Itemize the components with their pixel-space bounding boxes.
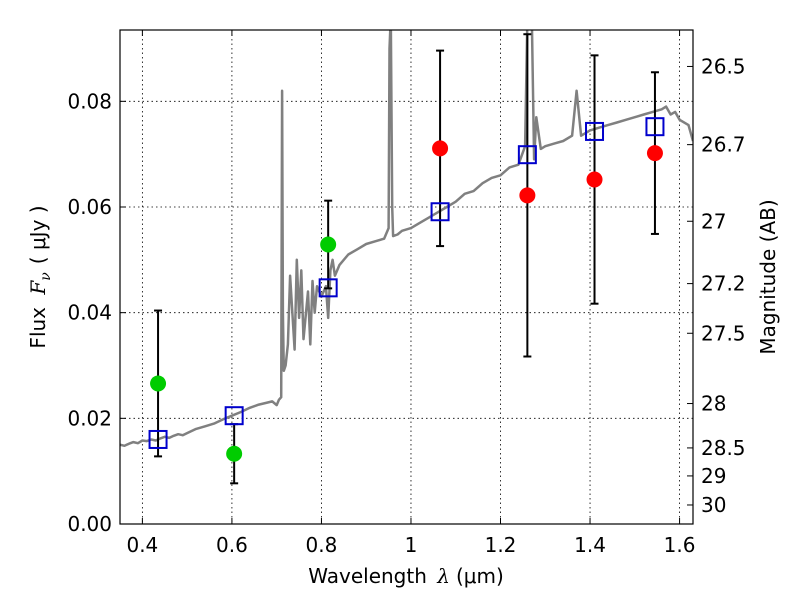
observed-point-green	[320, 236, 337, 253]
x-axis-label: Wavelength λ (μm)	[308, 564, 504, 588]
x-tick-label: 0.6	[216, 533, 248, 557]
right-tick-label: 27	[701, 209, 726, 233]
model-photometry-square	[645, 117, 665, 137]
grid-lines	[120, 30, 693, 525]
y-tick-label: 0.02	[67, 406, 112, 430]
right-tick-label: 26.5	[701, 54, 746, 78]
right-axis-label: Magnitude (AB)	[756, 199, 780, 354]
right-tick-label: 29	[701, 464, 726, 488]
x-tick-label: 1.6	[664, 533, 696, 557]
x-tick-label: 0.4	[126, 533, 158, 557]
observed-point-green	[226, 445, 243, 462]
x-tick-label: 1.2	[485, 533, 517, 557]
axis-ticks: 0.4 0.6 0.8 1 1.2 1.4 1.6 0.00 0.02 0.04 0.06 0.08 2…	[67, 30, 746, 557]
data-markers	[148, 117, 665, 462]
right-tick-label: 27.2	[701, 272, 746, 296]
x-tick-label: 0.8	[306, 533, 338, 557]
right-tick-label: 30	[701, 493, 726, 517]
plot-frame	[119, 29, 694, 525]
observed-point-red	[646, 145, 663, 162]
right-tick-label: 26.7	[701, 133, 746, 157]
y-tick-label: 0.00	[67, 512, 112, 536]
x-tick-label: 1	[405, 533, 418, 557]
model-photometry-square	[148, 429, 168, 449]
observed-point-red	[519, 187, 536, 204]
spectrum-line	[120, 30, 693, 448]
model-photometry-square	[430, 202, 450, 222]
y-tick-label: 0.06	[67, 195, 112, 219]
y-axis-label: Flux Fν( μJy )	[26, 205, 54, 348]
right-tick-label: 27.5	[701, 321, 746, 345]
observed-point-red	[586, 171, 603, 188]
observed-point-red	[432, 140, 449, 157]
y-tick-label: 0.04	[67, 301, 112, 325]
model-photometry-square	[318, 278, 338, 298]
model-photometry-square	[224, 406, 244, 426]
y-tick-label: 0.08	[67, 89, 112, 113]
right-tick-label: 28.5	[701, 436, 746, 460]
observed-point-green	[150, 375, 167, 392]
model-spectrum	[120, 30, 693, 448]
model-photometry-square	[517, 145, 537, 165]
x-tick-label: 1.4	[574, 533, 606, 557]
right-tick-label: 28	[701, 392, 726, 416]
model-photometry-square	[585, 121, 605, 141]
